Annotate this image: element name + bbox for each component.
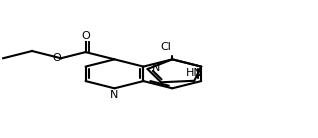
Text: N: N [110, 90, 119, 100]
Text: O: O [81, 31, 90, 41]
Text: N: N [152, 63, 161, 73]
Text: HN: HN [186, 68, 203, 78]
Text: Cl: Cl [161, 43, 171, 52]
Text: O: O [52, 53, 61, 63]
